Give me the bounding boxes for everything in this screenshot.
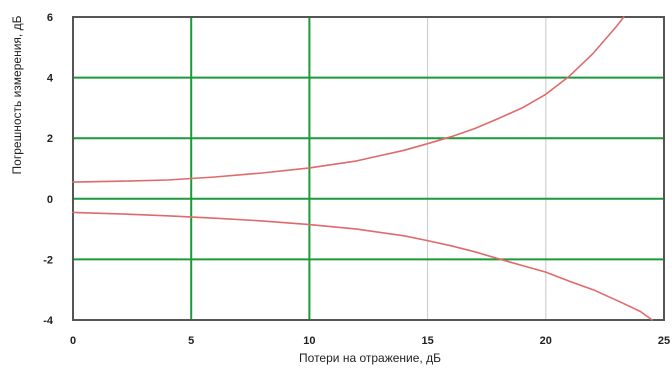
y-axis-title: Погрешность измерения, дБ	[10, 15, 24, 174]
y-tick-label-6: 6	[47, 12, 53, 24]
y-tick-label-2: 2	[47, 133, 53, 145]
x-tick-label-5: 5	[188, 335, 194, 347]
y-tick-label-4: 4	[47, 73, 54, 85]
x-tick-label-15: 15	[421, 335, 433, 347]
x-tick-label-25: 25	[658, 335, 670, 347]
x-tick-label-10: 10	[303, 335, 315, 347]
lower-error-curve	[72, 211, 654, 321]
x-axis-title: Потери на отражение, дБ	[299, 351, 441, 365]
x-tick-label-0: 0	[70, 335, 76, 347]
y-tick-label--2: -2	[43, 254, 53, 266]
y-tick-label--4: -4	[43, 315, 54, 327]
x-tick-label-20: 20	[540, 335, 552, 347]
upper-error-curve	[72, 16, 625, 183]
y-tick-label-0: 0	[47, 194, 53, 206]
plot-frame	[72, 16, 665, 321]
